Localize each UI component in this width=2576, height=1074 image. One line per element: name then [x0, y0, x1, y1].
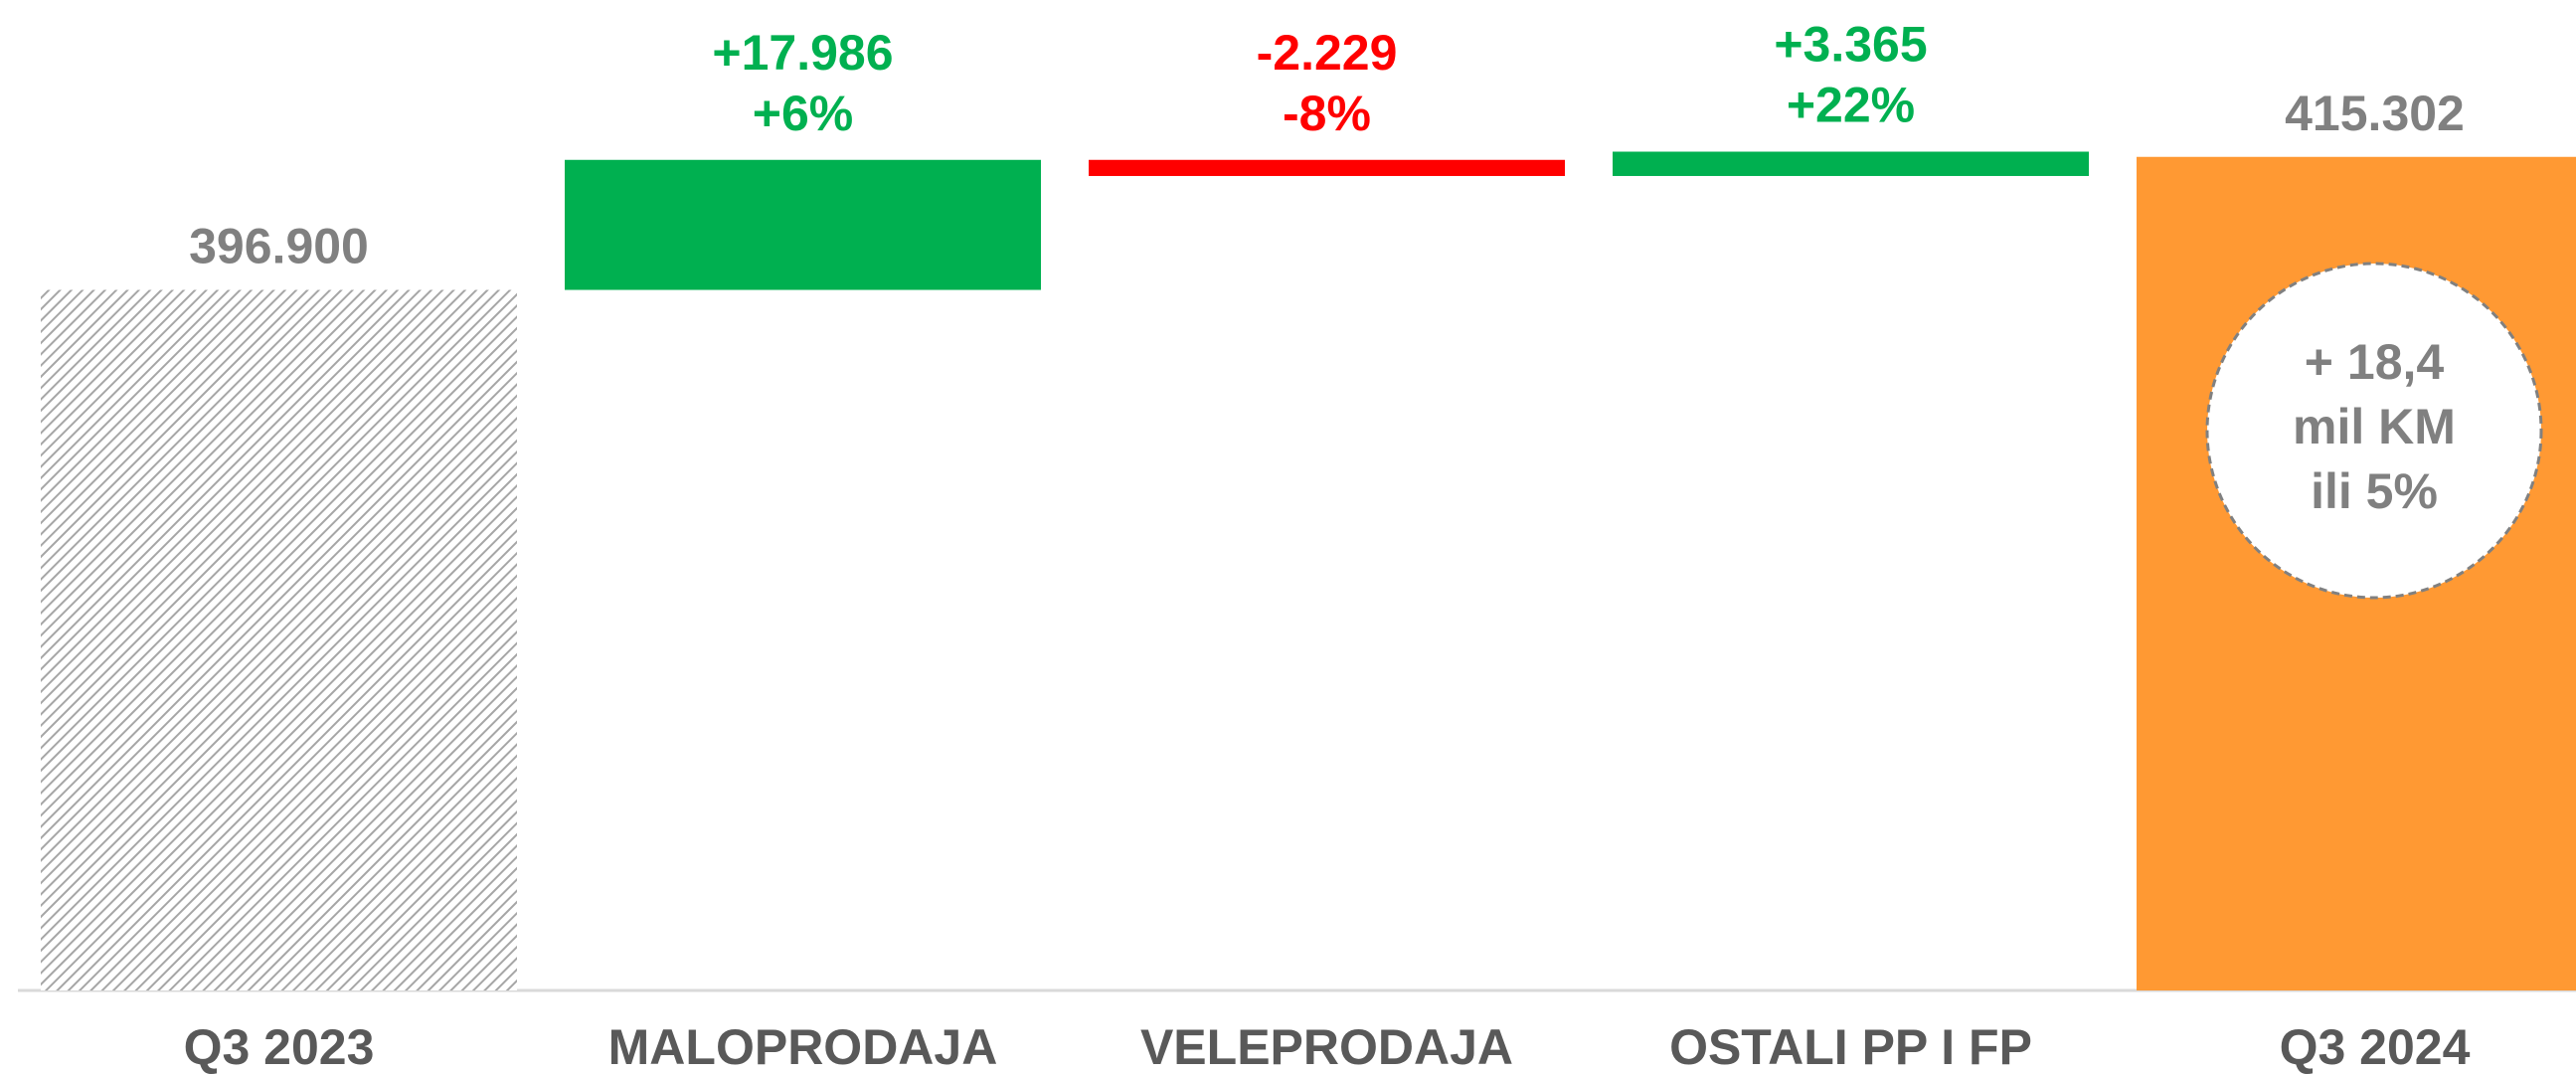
x-tick-label: Q3 2023 [184, 1019, 375, 1074]
annotation-line: mil KM [2293, 399, 2456, 454]
x-tick-label: MALOPRODAJA [608, 1019, 998, 1074]
change-label: +6% [753, 86, 853, 141]
annotation-line: ili 5% [2311, 463, 2438, 519]
change-label: +22% [1787, 78, 1915, 133]
annotation-line: + 18,4 [2305, 334, 2445, 390]
value-label: +17.986 [712, 25, 893, 81]
value-label: 396.900 [189, 219, 369, 274]
value-label: +3.365 [1774, 17, 1927, 73]
bar [1089, 159, 1565, 176]
value-label: 415.302 [2285, 86, 2465, 141]
x-tick-label: OSTALI PP I FP [1669, 1019, 2032, 1074]
change-label: -8% [1283, 86, 1371, 141]
annotation-circle [2205, 262, 2543, 600]
bar [41, 289, 517, 991]
bar [1613, 151, 2089, 176]
x-tick-label: VELEPRODAJA [1140, 1019, 1513, 1074]
x-tick-label: Q3 2024 [2280, 1019, 2471, 1074]
bar [565, 159, 1041, 290]
value-label: -2.229 [1257, 25, 1398, 81]
